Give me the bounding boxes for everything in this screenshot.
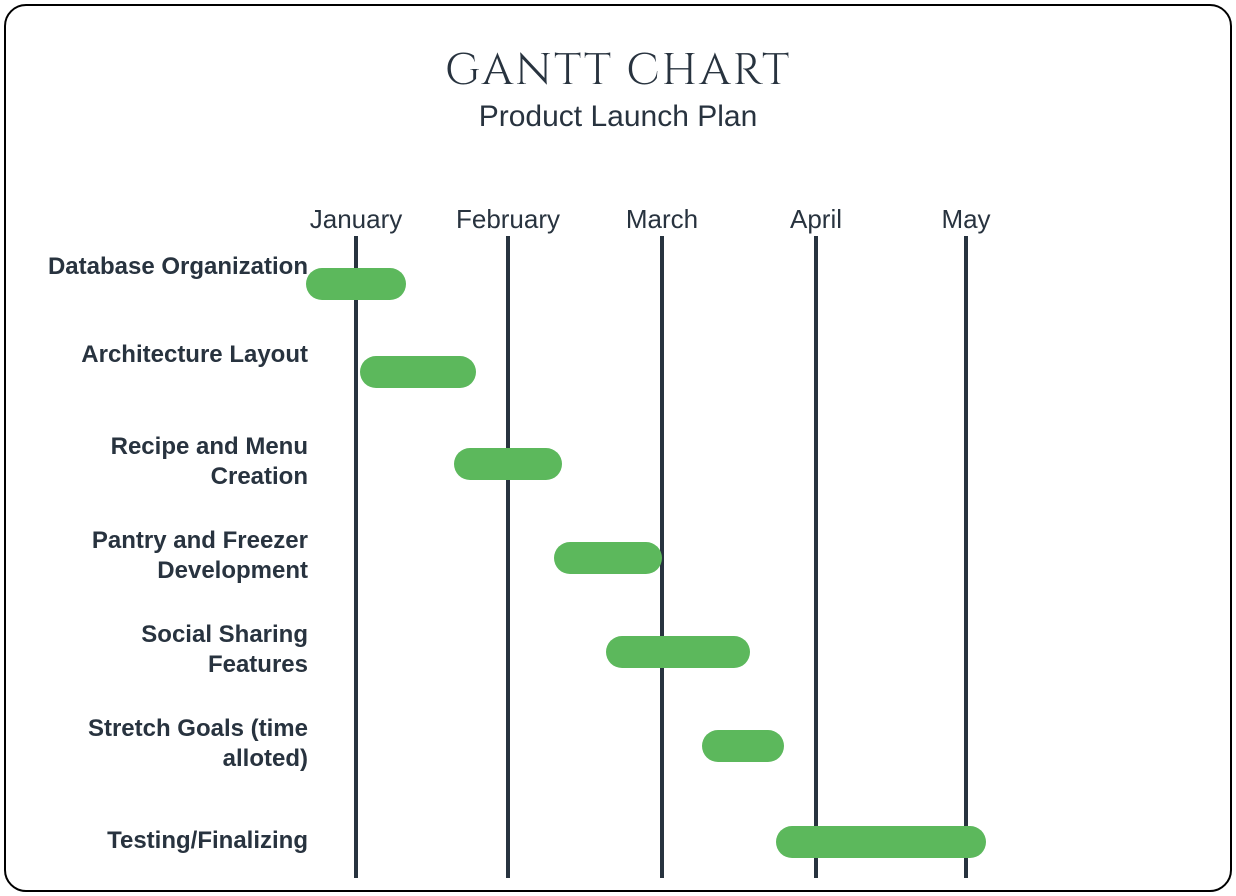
gantt-chart: January February March April May Database Org… [6, 6, 1230, 890]
month-gridline [814, 236, 818, 878]
month-label: March [626, 204, 698, 235]
task-label: Architecture Layout [38, 340, 308, 370]
gantt-bar [702, 730, 784, 762]
month-label: January [310, 204, 403, 235]
gantt-bar [454, 448, 562, 480]
month-gridline [354, 236, 358, 878]
gantt-bar [776, 826, 986, 858]
gantt-bar [360, 356, 476, 388]
month-label: May [941, 204, 990, 235]
month-gridline [964, 236, 968, 878]
task-label: Testing/Finalizing [28, 826, 308, 856]
task-label: Recipe and Menu Creation [38, 432, 308, 492]
task-label: Social Sharing Features [38, 620, 308, 680]
gantt-bar [554, 542, 662, 574]
month-gridline [506, 236, 510, 878]
month-label: April [790, 204, 842, 235]
task-label: Stretch Goals (time alloted) [28, 714, 308, 774]
gantt-bar [606, 636, 750, 668]
task-label: Pantry and Freezer Development [38, 526, 308, 586]
month-label: February [456, 204, 560, 235]
chart-card: GANTT CHART Product Launch Plan JanuaryF… [4, 4, 1232, 892]
gantt-bar [306, 268, 406, 300]
task-label: Database Organization [38, 252, 308, 282]
